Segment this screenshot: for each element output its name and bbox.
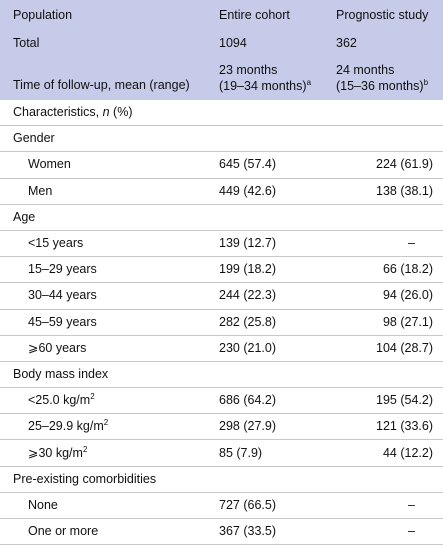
table-row: 25–29.9 kg/m2 298 (27.9) 121 (33.6) xyxy=(0,414,443,441)
characteristics-n: n xyxy=(102,105,110,120)
bmi-lt25-text: <25.0 kg/m xyxy=(28,393,91,408)
followup-prognostic-range: (15–36 months) xyxy=(336,79,424,93)
cohort-value: 85 (7.9) xyxy=(219,445,263,460)
header-row-followup: Time of follow-up, mean (range) 23 month… xyxy=(0,56,443,100)
row-label-bmi-ge30: ⩾30 kg/m2 xyxy=(0,444,219,461)
row-label-bmi-25-29: 25–29.9 kg/m2 xyxy=(0,419,219,434)
row-label-age-15-29: 15–29 years xyxy=(28,262,97,277)
prognostic-study-label: Prognostic study xyxy=(336,7,429,22)
cohort-value: 244 (22.3) xyxy=(219,288,276,303)
row-label-age-lt15: <15 years xyxy=(28,236,84,251)
section-gender: Gender xyxy=(13,131,55,146)
row-label-bmi-lt25: <25.0 kg/m2 xyxy=(0,393,219,408)
header-row-population: Population Entire cohort Prognostic stud… xyxy=(0,0,443,30)
population-label: Population xyxy=(13,7,73,22)
row-label-women: Women xyxy=(28,157,71,172)
cohort-value: 230 (21.0) xyxy=(219,340,276,355)
total-label: Total xyxy=(13,35,40,50)
superscript-2: 2 xyxy=(82,444,88,454)
characteristics-heading: Characteristics, n (%) xyxy=(0,105,219,120)
superscript-2: 2 xyxy=(103,418,109,428)
row-label-age-45-59: 45–59 years xyxy=(28,314,97,329)
cohort-value: 367 (33.5) xyxy=(219,524,276,539)
cohort-value: 199 (18.2) xyxy=(219,262,276,277)
table-row: <15 years 139 (12.7) – xyxy=(0,231,443,258)
followup-prognostic-line2: (15–36 months)b xyxy=(336,78,443,94)
row-label-men: Men xyxy=(28,183,53,198)
section-row-gender: Gender xyxy=(0,126,443,153)
prognostic-value: 224 (61.9) xyxy=(376,157,433,172)
followup-cohort-line2: (19–34 months)a xyxy=(219,78,336,94)
total-prognostic-value: 362 xyxy=(336,35,357,50)
footnote-b: b xyxy=(423,78,429,87)
prognostic-value: 121 (33.6) xyxy=(376,419,433,434)
cohort-value: 449 (42.6) xyxy=(219,183,276,198)
table-row: <25.0 kg/m2 686 (64.2) 195 (54.2) xyxy=(0,388,443,415)
section-bmi: Body mass index xyxy=(13,366,109,381)
cohort-value: 298 (27.9) xyxy=(219,419,276,434)
followup-prognostic-line1: 24 months xyxy=(336,63,395,77)
prognostic-value: 44 (12.2) xyxy=(382,445,433,460)
prognostic-value: – xyxy=(408,524,415,539)
prognostic-value: 104 (28.7) xyxy=(376,340,433,355)
table-row: ⩾30 kg/m2 85 (7.9) 44 (12.2) xyxy=(0,440,443,467)
characteristics-prefix: Characteristics, xyxy=(13,105,103,120)
table-row: None 727 (66.5) – xyxy=(0,493,443,519)
cohort-value: 282 (25.8) xyxy=(219,314,276,329)
table-row: 15–29 years 199 (18.2) 66 (18.2) xyxy=(0,257,443,284)
prognostic-value: 138 (38.1) xyxy=(376,183,433,198)
section-row-comorbidities: Pre-existing comorbidities xyxy=(0,467,443,493)
section-age: Age xyxy=(13,209,36,224)
row-label-one-or-more: One or more xyxy=(28,524,99,539)
table-row: One or more 367 (33.5) – xyxy=(0,519,443,546)
prognostic-value: – xyxy=(408,236,415,251)
table-row: Men 449 (42.6) 138 (38.1) xyxy=(0,179,443,205)
cohort-value: 686 (64.2) xyxy=(219,393,276,408)
section-row-age: Age xyxy=(0,205,443,231)
header-row-total: Total 1094 362 xyxy=(0,30,443,56)
prognostic-value: 195 (54.2) xyxy=(376,393,433,408)
cohort-value: 727 (66.5) xyxy=(219,497,276,512)
followup-prognostic-value: 24 months (15–36 months)b xyxy=(336,62,443,94)
prognostic-value: 66 (18.2) xyxy=(382,262,433,277)
section-row-bmi: Body mass index xyxy=(0,362,443,389)
bmi-25-29-text: 25–29.9 kg/m xyxy=(28,419,104,434)
followup-cohort-value: 23 months (19–34 months)a xyxy=(219,62,336,94)
prognostic-value: 98 (27.1) xyxy=(382,314,433,329)
table-row: ⩾60 years 230 (21.0) 104 (28.7) xyxy=(0,336,443,362)
prognostic-value: 94 (26.0) xyxy=(382,288,433,303)
followup-cohort-line1: 23 months xyxy=(219,63,278,77)
followup-cohort-range: (19–34 months) xyxy=(219,79,307,93)
table-row: Women 645 (57.4) 224 (61.9) xyxy=(0,152,443,179)
total-cohort-value: 1094 xyxy=(219,35,247,50)
superscript-2: 2 xyxy=(90,392,95,402)
section-comorbidities: Pre-existing comorbidities xyxy=(13,471,157,486)
followup-label: Time of follow-up, mean (range) xyxy=(13,78,190,92)
row-label-age-30-44: 30–44 years xyxy=(28,288,97,303)
cohort-value: 645 (57.4) xyxy=(219,157,276,172)
table-row: 30–44 years 244 (22.3) 94 (26.0) xyxy=(0,283,443,310)
entire-cohort-label: Entire cohort xyxy=(219,7,290,22)
characteristics-heading-row: Characteristics, n (%) xyxy=(0,100,443,127)
cohort-value: 139 (12.7) xyxy=(219,236,276,251)
footnote-a: a xyxy=(306,78,312,87)
prognostic-value: – xyxy=(408,497,415,512)
bmi-ge30-text: ⩾30 kg/m xyxy=(28,445,83,460)
row-label-age-ge60: ⩾60 years xyxy=(28,340,87,355)
table-header: Population Entire cohort Prognostic stud… xyxy=(0,0,443,100)
characteristics-suffix: (%) xyxy=(109,105,133,120)
table-row: 45–59 years 282 (25.8) 98 (27.1) xyxy=(0,310,443,336)
row-label-none: None xyxy=(28,497,58,512)
